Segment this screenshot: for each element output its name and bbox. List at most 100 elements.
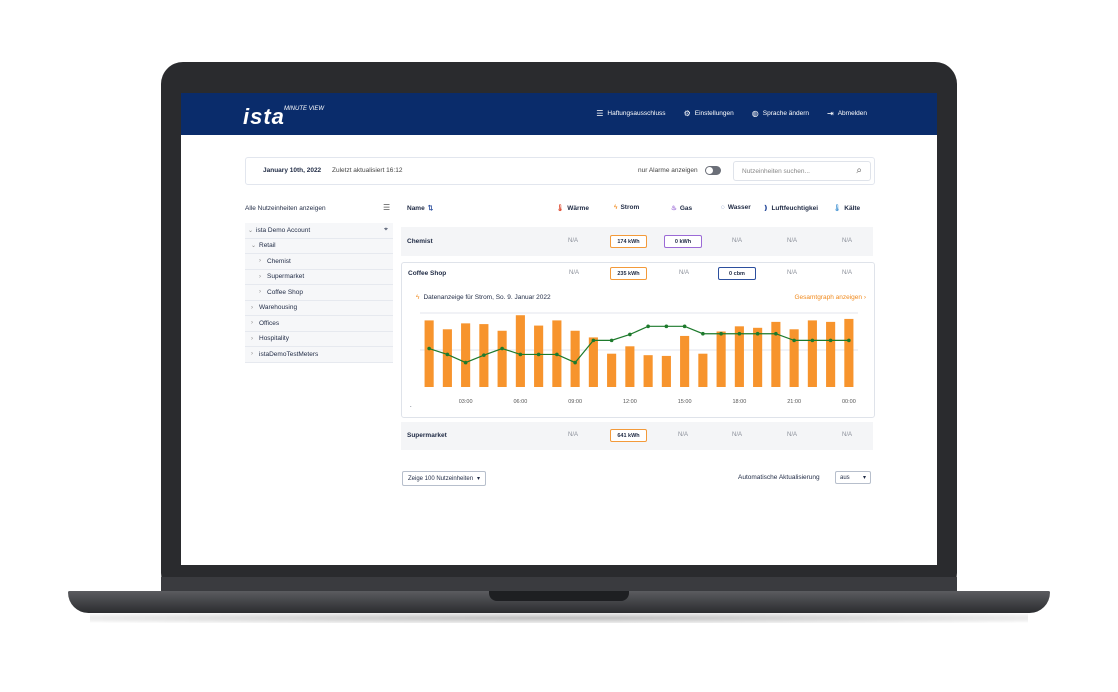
column-kaelte[interactable]: 🌡︎ Kälte [833,204,860,213]
chevron-right-icon: › [259,273,261,280]
tree-item-label: Chemist [267,257,291,265]
chart-bar[interactable] [734,326,744,387]
chart-bar[interactable] [698,353,708,387]
tree-item-supermarket[interactable]: › Supermarket [245,269,393,285]
table-row-supermarket[interactable]: Supermarket N/A 641 kWh N/A N/A N/A N/A [401,422,873,450]
value-badge-strom[interactable]: 235 kWh [610,267,647,280]
column-label: Wasser [727,204,751,211]
lightning-icon: ϟ [614,204,618,211]
value-badge-gas[interactable]: 0 kWh [664,235,702,248]
tree-item-chemist[interactable]: › Chemist [245,254,393,270]
value-badge-strom[interactable]: 174 kWh [610,235,647,248]
chart-point [828,338,833,343]
chart-bar[interactable] [588,337,598,387]
column-wasser[interactable]: ◌ Wasser [721,204,751,211]
logout-icon: ⇥ [827,109,834,118]
chart-bar[interactable] [607,353,617,387]
chart-bar[interactable] [570,330,580,387]
tree-item-warehousing[interactable]: › Warehousing [245,300,393,316]
chart-bar[interactable] [844,318,854,387]
caret-down-icon: ▾ [477,476,481,482]
show-full-graph-link[interactable]: Gesamtgraph anzeigen › [794,294,866,301]
row-name[interactable]: Coffee Shop [408,270,447,277]
table-row-chemist[interactable]: Chemist N/A 174 kWh 0 kWh N/A N/A N/A [401,227,873,256]
nav-abmelden[interactable]: ⇥ Abmelden [827,109,867,118]
app-header: ista MINUTE VIEW ☰ Haftungsausschluss ⚙ Ei… [181,93,937,135]
chart-bar[interactable] [424,320,434,387]
unit-tree: ⌄ ista Demo Account ⌖ ⌄ Retail › Chemist › Su… [245,223,393,363]
logo-subtitle: MINUTE VIEW [284,106,324,112]
search-icon[interactable]: ⌕ [856,165,862,176]
x-tick-label: 00:00 [842,399,856,405]
chart-bar[interactable] [807,320,817,387]
chevron-right-icon: › [259,258,261,265]
chart-bar[interactable] [771,321,781,387]
location-pin-icon[interactable]: ⌖ [384,226,388,233]
tree-item-label: Hospitality [259,335,289,343]
alarm-toggle[interactable] [705,166,721,175]
chart-bar[interactable] [497,330,507,387]
nav-einstellungen[interactable]: ⚙ Einstellungen [684,109,734,118]
tree-item-label: Coffee Shop [267,288,304,296]
cell-luftfeuchtigkeit: N/A [786,432,797,438]
chart-point [591,338,596,343]
chart-point [792,338,796,343]
sort-icon[interactable]: ⇅ [427,205,434,212]
detail-title: ϟ Datenanzeige für Strom, So. 9. Januar 2… [416,294,551,301]
chart-point [573,360,577,365]
chart-bar[interactable] [826,321,836,387]
tree-item-offices[interactable]: › Offices [245,316,393,332]
tree-item-hospitality[interactable]: › Hospitality [245,331,393,347]
column-luftfeuchtigkeit[interactable]: ❫ Luftfeuchtigkei [763,204,818,213]
date-picker[interactable]: January 10th, 2022 [263,167,322,174]
chart-bar[interactable] [515,315,525,387]
value-badge-strom[interactable]: 641 kWh [610,429,647,442]
strom-chart: 03:00 06:00 09:00 12:00 15:00 18:00 21:00 00:00 [420,312,858,405]
chart-bar[interactable] [680,335,690,387]
nav-label: Sprache ändern [762,110,810,117]
show-all-units-link[interactable]: Alle Nutzeinheiten anzeigen [245,205,326,212]
cell-kaelte: N/A [841,270,852,276]
chart-bar[interactable] [661,355,671,387]
chart-bar[interactable] [461,323,471,387]
nav-sprache[interactable]: ◍ Sprache ändern [752,109,809,118]
chart-bar[interactable] [534,325,544,387]
chart-point [701,331,705,336]
list-toggle-icon[interactable]: ☰ [383,203,391,212]
chart-bar[interactable] [753,327,763,387]
chart-bar[interactable] [643,355,653,387]
name-column-header[interactable]: Name ⇅ [407,204,434,213]
tree-item-istademotestmeters[interactable]: › istaDemoTestMeters [245,347,393,363]
x-tick-label: 09:00 [568,399,582,405]
chart-point [500,346,504,351]
chevron-right-icon: › [259,289,261,296]
column-strom[interactable]: ϟ Strom [614,204,639,211]
column-waerme[interactable]: 🌡︎ Wärme [556,204,589,213]
cell-luftfeuchtigkeit: N/A [786,238,797,244]
table-row-coffee-shop-expanded: Coffee Shop N/A 235 kWh N/A 0 cbm N/A N/… [401,262,875,418]
column-label: Strom [620,204,640,211]
chart-point [847,338,851,343]
chart-bar[interactable] [442,329,452,387]
tree-item-ista-demo-account[interactable]: ⌄ ista Demo Account ⌖ [245,223,393,239]
tree-item-coffee-shop[interactable]: › Coffee Shop [245,285,393,301]
cell-kaelte: N/A [841,432,852,438]
chevron-right-icon: › [251,304,253,311]
page-size-dropdown[interactable]: Zeige 100 Nutzeinheiten ▾ [402,471,487,486]
tree-item-retail[interactable]: ⌄ Retail [245,238,393,254]
chart-point [427,346,431,351]
value-badge-wasser[interactable]: 0 cbm [718,267,756,280]
search-input[interactable]: Nutzeinheiten suchen... ⌕ [733,161,871,181]
auto-refresh-select[interactable]: aus ▾ [835,471,871,484]
chart-bar[interactable] [625,346,635,387]
chart-bar[interactable] [716,331,726,388]
nav-haftungsausschluss[interactable]: ☰ Haftungsausschluss [596,109,665,118]
chart-point [646,324,650,329]
cell-waerme: N/A [567,238,578,244]
chart-bar[interactable] [789,329,799,387]
column-gas[interactable]: ♨ Gas [671,204,692,213]
chart-point [774,331,778,336]
ista-logo[interactable]: ista [243,104,285,129]
chart-point [664,324,669,329]
chart-point [536,352,541,357]
